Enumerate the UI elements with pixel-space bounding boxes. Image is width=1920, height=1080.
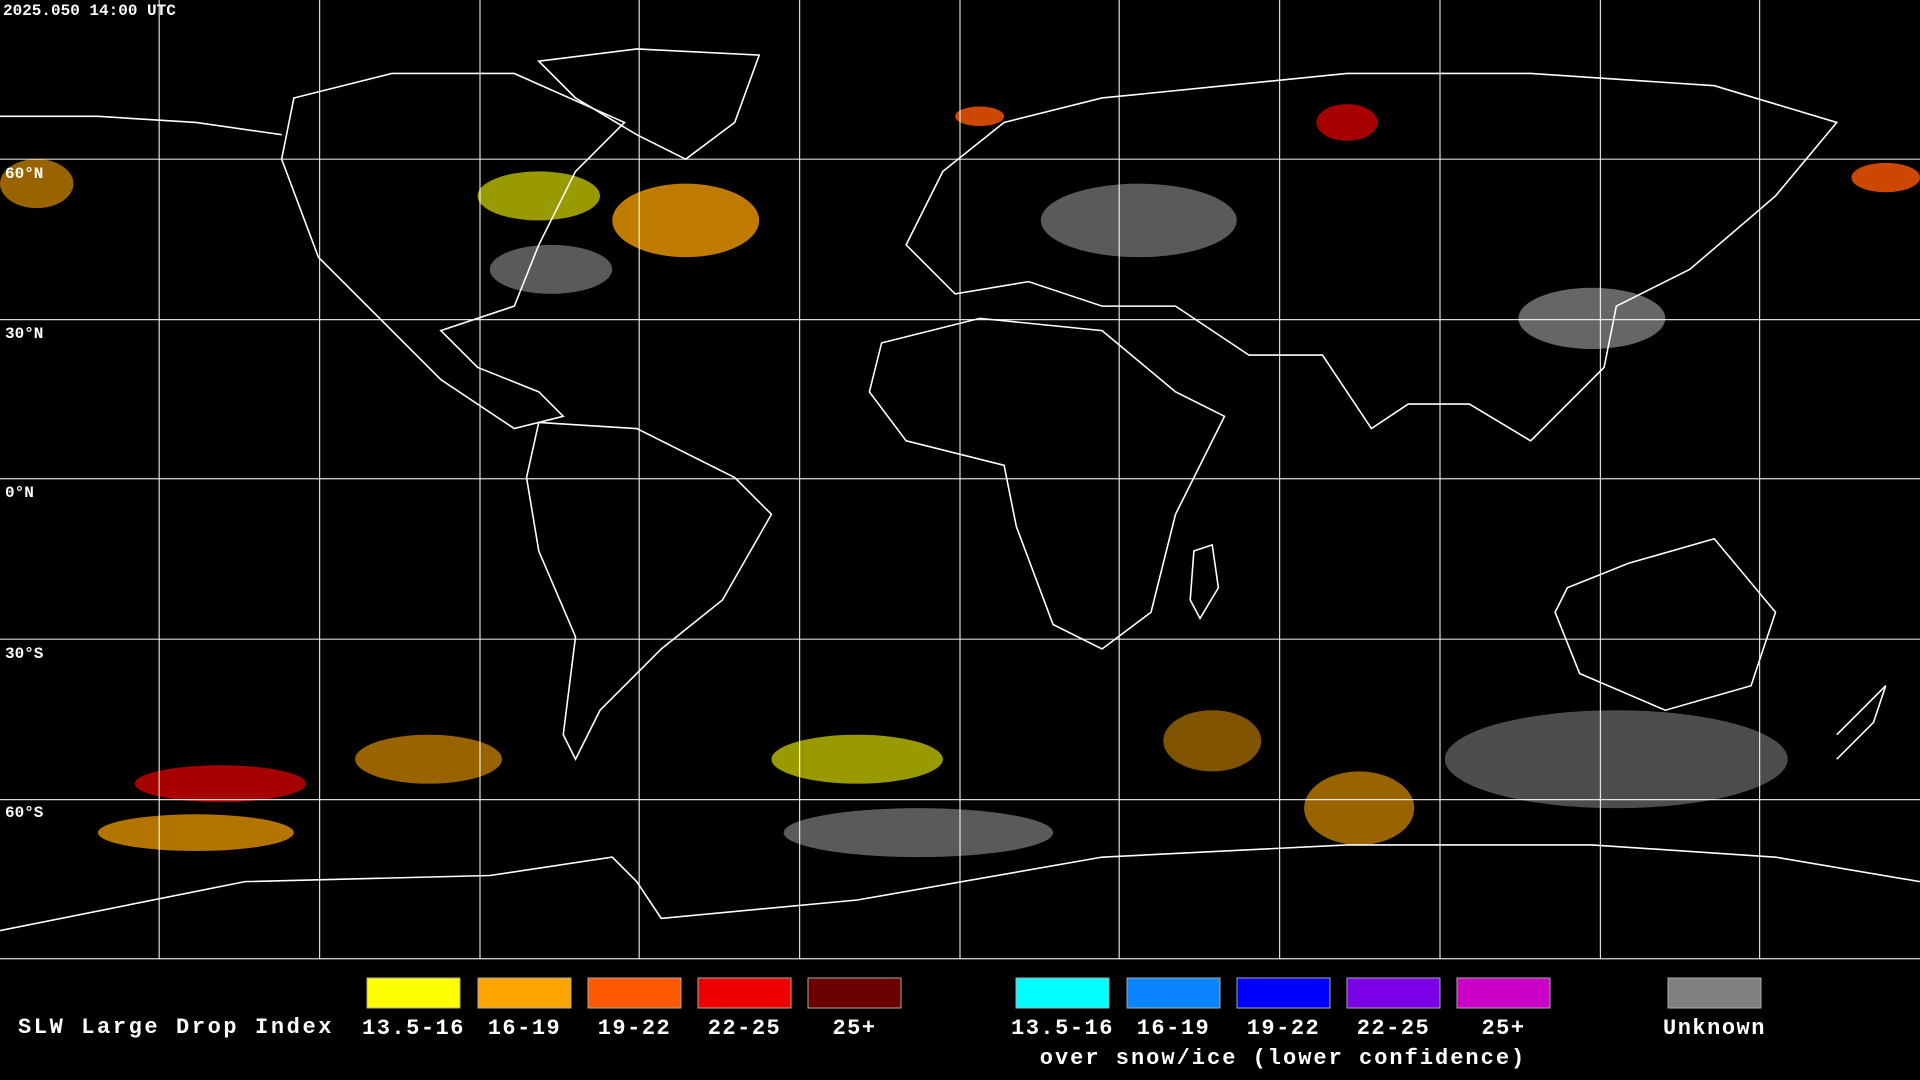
legend-caption: over snow/ice (lower confidence) <box>1040 1046 1526 1071</box>
legend-title: SLW Large Drop Index <box>18 1015 334 1040</box>
latitude-labels: 60°N 30°N 0°N 30°S 60°S <box>5 165 44 822</box>
legend-label: 25+ <box>832 1016 876 1041</box>
legend-swatch <box>1456 977 1551 1009</box>
graticule <box>0 0 1920 960</box>
legend-label: 19-22 <box>598 1016 672 1041</box>
legend-label: 22-25 <box>1357 1016 1431 1041</box>
legend-label: 19-22 <box>1247 1016 1321 1041</box>
legend-swatch <box>1346 977 1441 1009</box>
legend-swatch <box>1015 977 1110 1009</box>
legend-label: 13.5-16 <box>1011 1016 1114 1041</box>
latitude-label: 30°N <box>5 325 43 343</box>
legend-swatch <box>1126 977 1221 1009</box>
legend: SLW Large Drop Index 13.5-16 16-19 19-22 22-… <box>18 977 1766 1071</box>
legend-swatch <box>366 977 461 1009</box>
legend-label: 16-19 <box>488 1016 562 1041</box>
legend-swatch <box>697 977 792 1009</box>
legend-label: Unknown <box>1663 1016 1766 1041</box>
legend-swatch <box>807 977 902 1009</box>
coastlines <box>0 48 1920 932</box>
timestamp: 2025.050 14:00 UTC <box>3 2 176 20</box>
legend-label: 16-19 <box>1137 1016 1211 1041</box>
latitude-label: 60°N <box>5 165 43 183</box>
legend-swatch <box>477 977 572 1009</box>
legend-swatch <box>1236 977 1331 1009</box>
legend-swatch <box>1667 977 1762 1009</box>
legend-label: 22-25 <box>708 1016 782 1041</box>
legend-label: 25+ <box>1481 1016 1525 1041</box>
legend-label: 13.5-16 <box>362 1016 465 1041</box>
latitude-label: 0°N <box>5 484 34 502</box>
legend-swatch <box>587 977 682 1009</box>
map <box>0 0 1920 960</box>
latitude-label: 30°S <box>5 645 44 663</box>
latitude-label: 60°S <box>5 804 44 822</box>
